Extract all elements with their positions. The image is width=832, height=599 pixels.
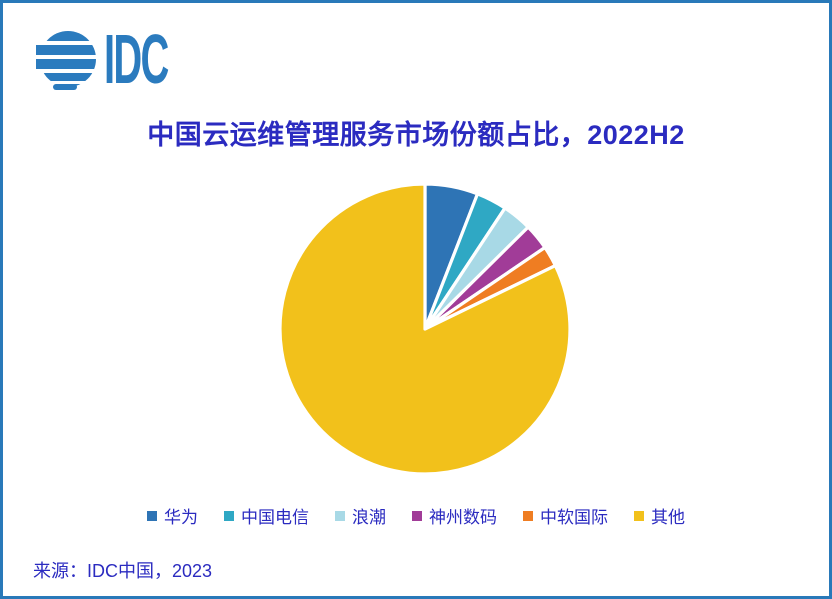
idc-logo-text: IDC — [104, 20, 169, 98]
legend-item-其他: 其他 — [634, 503, 685, 528]
legend-item-中国电信: 中国电信 — [224, 503, 309, 528]
legend-label: 中国电信 — [241, 508, 309, 527]
legend-swatch-中软国际 — [523, 510, 533, 521]
legend-swatch-浪潮 — [335, 510, 345, 521]
idc-logo: IDC — [36, 20, 216, 98]
pie-chart — [278, 182, 572, 476]
legend-item-中软国际: 中软国际 — [523, 503, 608, 528]
legend-swatch-华为 — [147, 510, 157, 521]
legend-swatch-其他 — [634, 510, 644, 521]
legend-item-浪潮: 浪潮 — [335, 503, 386, 528]
legend-item-神州数码: 神州数码 — [412, 503, 497, 528]
legend-swatch-中国电信 — [224, 510, 234, 521]
legend-label: 神州数码 — [429, 508, 497, 527]
legend-label: 华为 — [164, 508, 198, 527]
legend-item-华为: 华为 — [147, 503, 198, 528]
legend-label: 浪潮 — [352, 508, 386, 527]
source-note: 来源：IDC中国，2023 — [33, 561, 213, 581]
chart-legend: 华为 中国电信 浪潮 神州数码 中软国际 其他 — [3, 503, 829, 528]
legend-label: 中软国际 — [540, 508, 608, 527]
legend-label: 其他 — [651, 508, 685, 527]
legend-swatch-神州数码 — [412, 510, 422, 521]
idc-globe-icon — [36, 31, 96, 90]
chart-title: 中国云运维管理服务市场份额占比，2022H2 — [147, 120, 685, 150]
pie-slice-其他 — [278, 182, 572, 476]
